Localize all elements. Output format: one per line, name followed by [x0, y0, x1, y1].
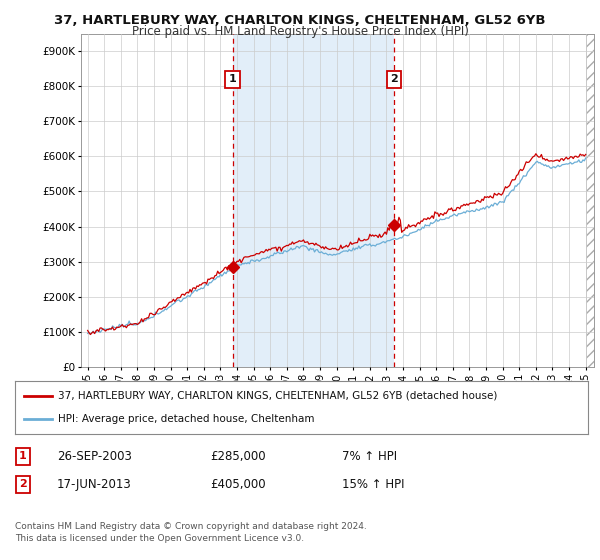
- Text: Contains HM Land Registry data © Crown copyright and database right 2024.
This d: Contains HM Land Registry data © Crown c…: [15, 522, 367, 543]
- Text: £285,000: £285,000: [210, 450, 266, 463]
- Text: 26-SEP-2003: 26-SEP-2003: [57, 450, 132, 463]
- Text: 1: 1: [19, 451, 26, 461]
- Text: HPI: Average price, detached house, Cheltenham: HPI: Average price, detached house, Chel…: [58, 414, 314, 424]
- Text: 2: 2: [390, 74, 398, 84]
- Bar: [233, 34, 394, 367]
- Text: £405,000: £405,000: [210, 478, 266, 491]
- Text: 17-JUN-2013: 17-JUN-2013: [57, 478, 132, 491]
- Text: 37, HARTLEBURY WAY, CHARLTON KINGS, CHELTENHAM, GL52 6YB: 37, HARTLEBURY WAY, CHARLTON KINGS, CHEL…: [54, 14, 546, 27]
- Text: Price paid vs. HM Land Registry's House Price Index (HPI): Price paid vs. HM Land Registry's House …: [131, 25, 469, 38]
- Text: 37, HARTLEBURY WAY, CHARLTON KINGS, CHELTENHAM, GL52 6YB (detached house): 37, HARTLEBURY WAY, CHARLTON KINGS, CHEL…: [58, 391, 497, 401]
- Text: 7% ↑ HPI: 7% ↑ HPI: [342, 450, 397, 463]
- Text: 15% ↑ HPI: 15% ↑ HPI: [342, 478, 404, 491]
- Text: 2: 2: [19, 479, 26, 489]
- Bar: [586, 34, 594, 367]
- Text: 1: 1: [229, 74, 236, 84]
